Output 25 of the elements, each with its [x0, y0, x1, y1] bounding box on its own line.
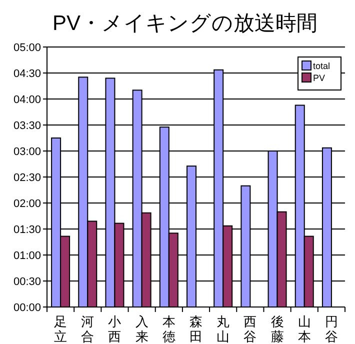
x-tick-label: 西谷: [244, 314, 257, 344]
x-tick-label: 河合: [81, 314, 94, 344]
y-tick-label: 01:30: [13, 224, 41, 236]
y-tick-label: 02:00: [13, 198, 41, 210]
y-tick-label: 02:30: [13, 172, 41, 184]
y-tick-label: 00:30: [13, 276, 41, 288]
x-tick-label: 本徳: [162, 314, 176, 344]
x-tick-label: 後藤: [270, 314, 284, 344]
x-tick-label: 森田: [190, 314, 202, 344]
y-tick-label: 03:30: [13, 120, 41, 132]
legend-label: total: [313, 61, 330, 71]
x-tick-label: 小西: [108, 314, 122, 344]
y-tick-label: 05:00: [13, 42, 41, 54]
x-tick-label: 足立: [54, 314, 68, 344]
x-tick-label: 丸山: [216, 314, 230, 344]
x-tick-label: 入来: [135, 314, 148, 344]
legend-label: PV: [313, 73, 326, 83]
y-tick-label: 00:00: [13, 302, 41, 314]
y-tick-label: 04:00: [13, 94, 41, 106]
x-tick-label: 円谷: [324, 314, 338, 344]
x-tick-label: 山本: [298, 314, 311, 344]
y-tick-label: 01:00: [13, 250, 41, 262]
y-tick-label: 03:00: [13, 146, 41, 158]
chart-title: PV・メイキングの放送時間: [52, 12, 318, 35]
y-tick-label: 04:30: [13, 68, 41, 80]
